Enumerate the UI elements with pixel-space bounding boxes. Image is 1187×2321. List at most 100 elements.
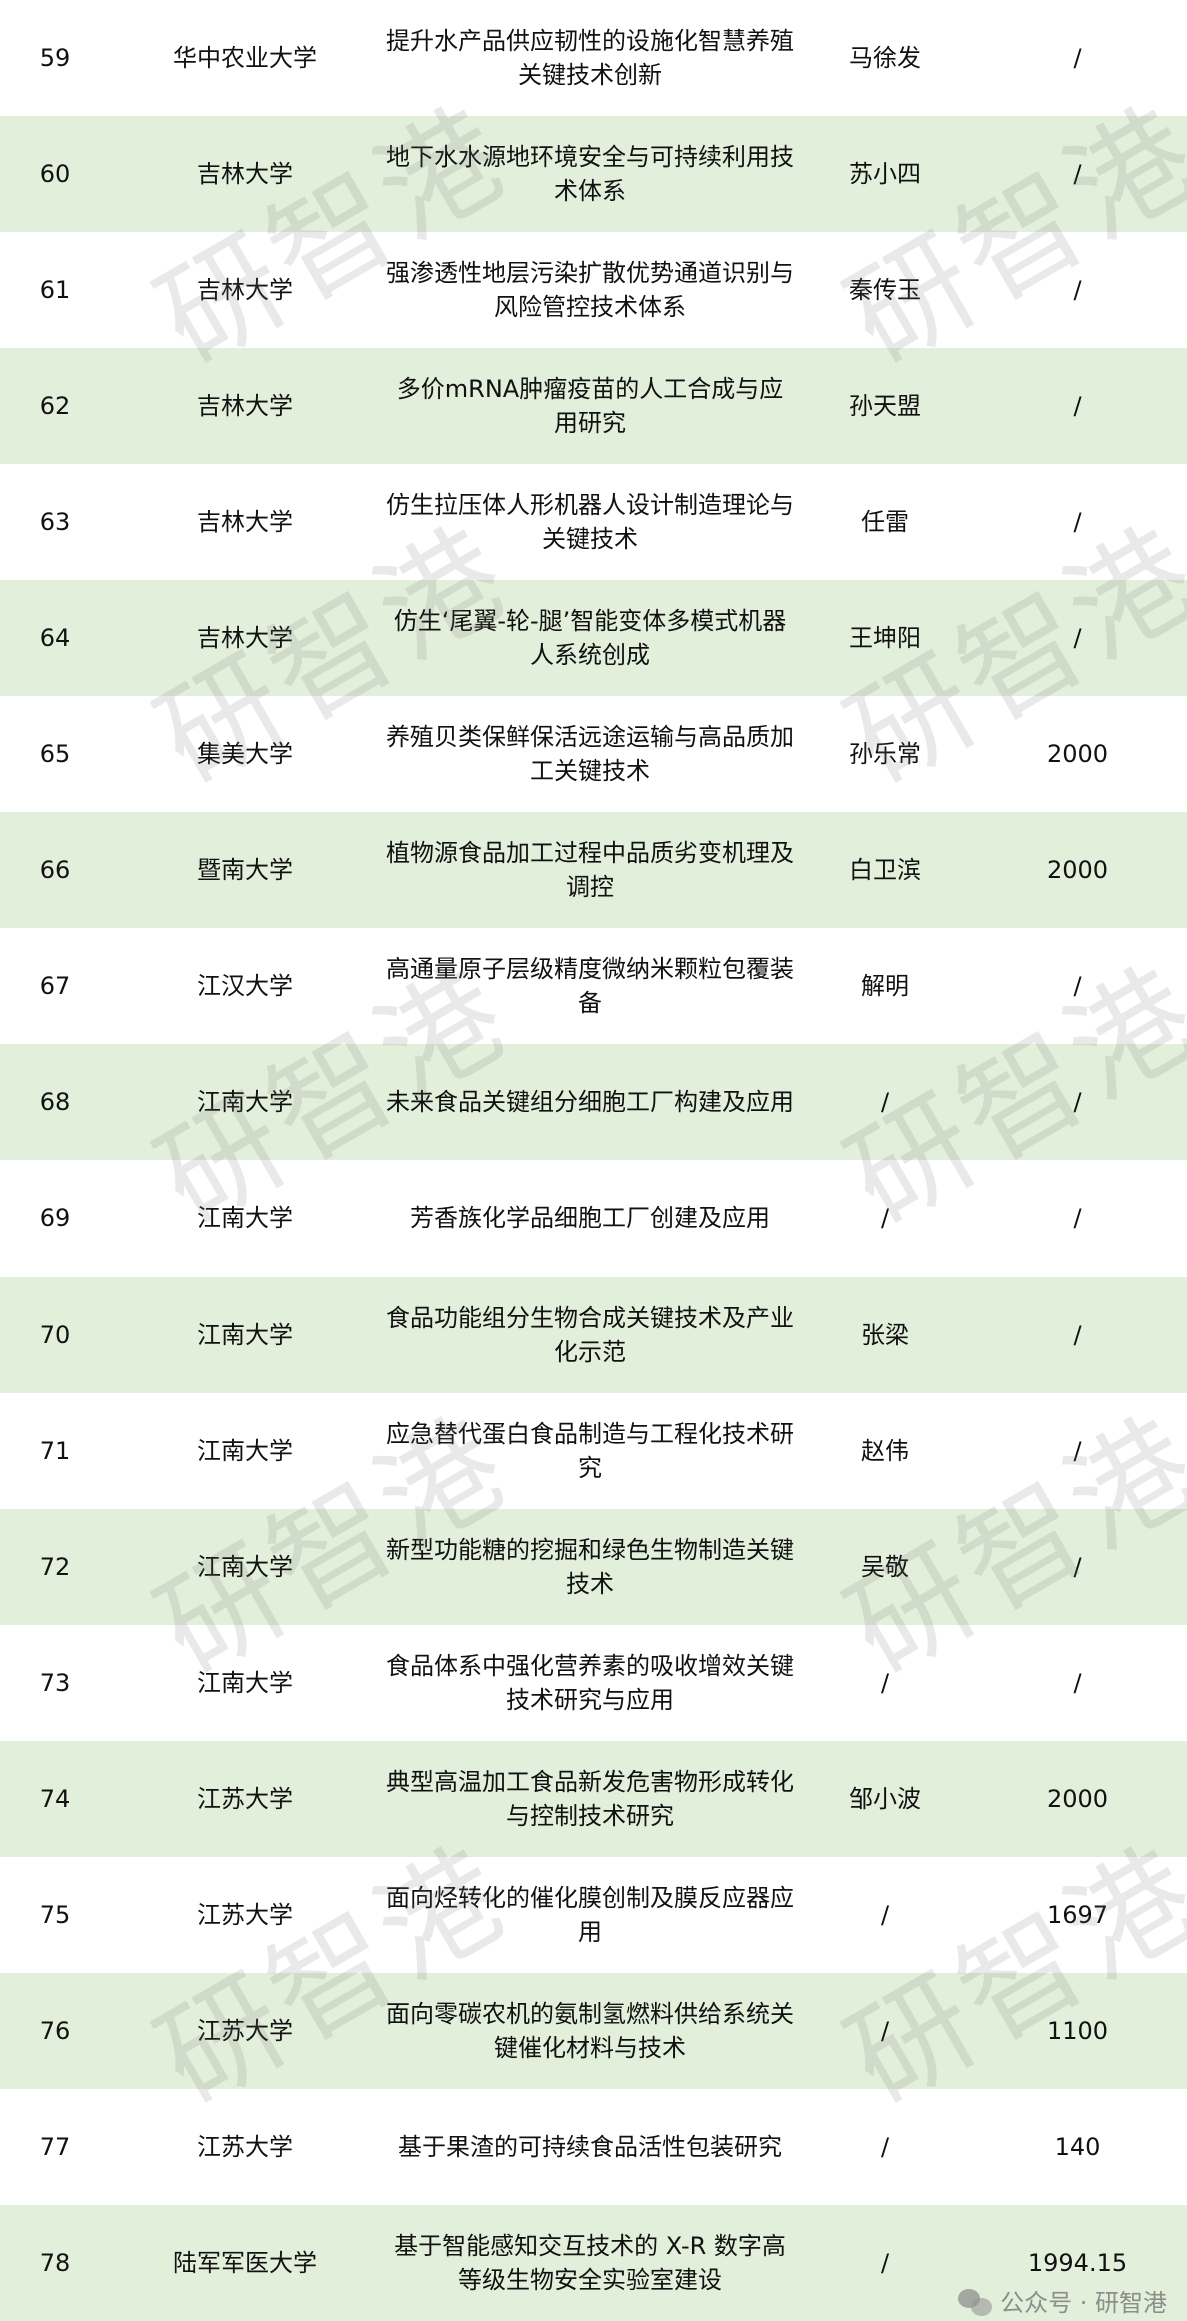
amount-cell: / bbox=[990, 1625, 1165, 1741]
university-cell: 江南大学 bbox=[140, 1509, 350, 1625]
row-number: 62 bbox=[0, 348, 110, 464]
amount-cell: / bbox=[990, 348, 1165, 464]
leader-cell: 白卫滨 bbox=[800, 812, 970, 928]
project-title-cell-text: 养殖贝类保鲜保活远途运输与高品质加工关键技术 bbox=[386, 723, 794, 786]
leader-cell-text: 秦传玉 bbox=[849, 276, 921, 305]
amount-cell-text: / bbox=[1073, 1204, 1082, 1233]
row-number-text: 60 bbox=[39, 160, 71, 189]
leader-cell: 王坤阳 bbox=[800, 580, 970, 696]
university-cell-text: 江南大学 bbox=[197, 1204, 293, 1233]
row-number-text: 76 bbox=[39, 2016, 71, 2045]
project-title-cell-text: 地下水水源地环境安全与可持续利用技术体系 bbox=[386, 143, 794, 206]
university-cell-text: 吉林大学 bbox=[197, 392, 293, 421]
row-number: 64 bbox=[0, 580, 110, 696]
project-title-cell-text: 未来食品关键组分细胞工厂构建及应用 bbox=[386, 1088, 794, 1117]
university-cell-text: 江南大学 bbox=[197, 1088, 293, 1117]
project-title-cell-text: 面向零碳农机的氨制氢燃料供给系统关键催化材料与技术 bbox=[386, 1999, 794, 2062]
university-cell-text: 吉林大学 bbox=[197, 160, 293, 189]
table-row: 64 吉林大学 仿生‘尾翼-轮-腿’智能变体多模式机器人系统创成 王坤阳 / bbox=[0, 580, 1187, 697]
project-title-cell: 面向零碳农机的氨制氢燃料供给系统关键催化材料与技术 bbox=[385, 1973, 795, 2089]
row-number: 59 bbox=[0, 0, 110, 116]
table-row: 68 江南大学 未来食品关键组分细胞工厂构建及应用 / / bbox=[0, 1044, 1187, 1161]
university-cell: 吉林大学 bbox=[140, 232, 350, 348]
amount-cell-text: 140 bbox=[1054, 2132, 1101, 2161]
amount-cell-text: / bbox=[1073, 1436, 1082, 1465]
amount-cell: / bbox=[990, 580, 1165, 696]
university-cell-text: 江南大学 bbox=[197, 1552, 293, 1581]
university-cell-text: 吉林大学 bbox=[197, 624, 293, 653]
row-number-text: 71 bbox=[39, 1436, 71, 1465]
table-row: 71 江南大学 应急替代蛋白食品制造与工程化技术研究 赵伟 / bbox=[0, 1393, 1187, 1509]
leader-cell-text: 任雷 bbox=[861, 508, 909, 537]
project-title-cell: 食品功能组分生物合成关键技术及产业化示范 bbox=[385, 1277, 795, 1393]
amount-cell-text: / bbox=[1073, 276, 1082, 305]
university-cell: 江苏大学 bbox=[140, 1973, 350, 2089]
amount-cell: / bbox=[990, 1509, 1165, 1625]
amount-cell: / bbox=[990, 1044, 1165, 1160]
leader-cell-text: 白卫滨 bbox=[849, 856, 921, 885]
project-title-cell: 养殖贝类保鲜保活远途运输与高品质加工关键技术 bbox=[385, 696, 795, 812]
leader-cell-text: 赵伟 bbox=[861, 1436, 909, 1465]
project-title-cell: 基于智能感知交互技术的 X-R 数字高等级生物安全实验室建设 bbox=[385, 2205, 795, 2321]
project-title-cell-text: 典型高温加工食品新发危害物形成转化与控制技术研究 bbox=[386, 1767, 794, 1830]
row-number: 77 bbox=[0, 2089, 110, 2205]
project-title-cell: 典型高温加工食品新发危害物形成转化与控制技术研究 bbox=[385, 1741, 795, 1857]
amount-cell-text: / bbox=[1073, 160, 1082, 189]
table-row: 77 江苏大学 基于果渣的可持续食品活性包装研究 / 140 bbox=[0, 2089, 1187, 2205]
amount-cell-text: / bbox=[1073, 1088, 1082, 1117]
amount-cell: / bbox=[990, 1393, 1165, 1509]
project-title-cell-text: 基于果渣的可持续食品活性包装研究 bbox=[398, 2132, 782, 2161]
row-number: 63 bbox=[0, 464, 110, 580]
project-title-cell-text: 面向烃转化的催化膜创制及膜反应器应用 bbox=[386, 1883, 794, 1946]
leader-cell-text: 解明 bbox=[861, 972, 909, 1001]
leader-cell: / bbox=[800, 1857, 970, 1973]
project-title-cell: 高通量原子层级精度微纳米颗粒包覆装备 bbox=[385, 928, 795, 1044]
table-row: 74 江苏大学 典型高温加工食品新发危害物形成转化与控制技术研究 邹小波 2000 bbox=[0, 1740, 1187, 1857]
leader-cell: 张梁 bbox=[800, 1277, 970, 1393]
project-title-cell: 芳香族化学品细胞工厂创建及应用 bbox=[385, 1160, 795, 1276]
table-row: 70 江南大学 食品功能组分生物合成关键技术及产业化示范 张梁 / bbox=[0, 1276, 1187, 1393]
wechat-icon bbox=[958, 2289, 993, 2317]
row-number-text: 69 bbox=[39, 1204, 71, 1233]
row-number: 78 bbox=[0, 2205, 110, 2321]
leader-cell: 赵伟 bbox=[800, 1393, 970, 1509]
row-number-text: 72 bbox=[39, 1552, 71, 1581]
table-row: 75 江苏大学 面向烃转化的催化膜创制及膜反应器应用 / 1697 bbox=[0, 1857, 1187, 1973]
table-row: 69 江南大学 芳香族化学品细胞工厂创建及应用 / / bbox=[0, 1160, 1187, 1276]
amount-cell: 2000 bbox=[990, 1741, 1165, 1857]
row-number: 73 bbox=[0, 1625, 110, 1741]
leader-cell-text: / bbox=[880, 1900, 890, 1929]
university-cell: 江南大学 bbox=[140, 1277, 350, 1393]
row-number-text: 75 bbox=[39, 1900, 71, 1929]
leader-cell: / bbox=[800, 1973, 970, 2089]
leader-cell: 解明 bbox=[800, 928, 970, 1044]
leader-cell-text: 吴敬 bbox=[861, 1552, 909, 1581]
university-cell-text: 江苏大学 bbox=[197, 2016, 293, 2045]
university-cell: 华中农业大学 bbox=[140, 0, 350, 116]
project-title-cell: 面向烃转化的催化膜创制及膜反应器应用 bbox=[385, 1857, 795, 1973]
university-cell: 江南大学 bbox=[140, 1160, 350, 1276]
footer-label: 公众号 · 研智港 bbox=[1000, 2289, 1167, 2317]
university-cell: 江南大学 bbox=[140, 1044, 350, 1160]
university-cell: 吉林大学 bbox=[140, 464, 350, 580]
amount-cell: / bbox=[990, 232, 1165, 348]
leader-cell-text: 孙天盟 bbox=[849, 392, 921, 421]
table-row: 73 江南大学 食品体系中强化营养素的吸收增效关键技术研究与应用 / / bbox=[0, 1625, 1187, 1741]
university-cell-text: 集美大学 bbox=[197, 740, 293, 769]
amount-cell-text: / bbox=[1073, 1668, 1082, 1697]
row-number: 72 bbox=[0, 1509, 110, 1625]
amount-cell-text: / bbox=[1073, 508, 1082, 537]
row-number-text: 66 bbox=[39, 856, 71, 885]
amount-cell-text: 2000 bbox=[1046, 740, 1109, 769]
project-title-cell-text: 提升水产品供应韧性的设施化智慧养殖关键技术创新 bbox=[386, 27, 794, 90]
university-cell-text: 吉林大学 bbox=[197, 508, 293, 537]
amount-cell-text: / bbox=[1073, 1552, 1082, 1581]
leader-cell-text: 苏小四 bbox=[849, 160, 921, 189]
university-cell: 江苏大学 bbox=[140, 2089, 350, 2205]
leader-cell-text: 王坤阳 bbox=[849, 624, 921, 653]
university-cell: 吉林大学 bbox=[140, 116, 350, 232]
row-number: 61 bbox=[0, 232, 110, 348]
table-row: 61 吉林大学 强渗透性地层污染扩散优势通道识别与风险管控技术体系 秦传玉 / bbox=[0, 232, 1187, 348]
leader-cell-text: / bbox=[880, 2132, 890, 2161]
amount-cell: / bbox=[990, 928, 1165, 1044]
